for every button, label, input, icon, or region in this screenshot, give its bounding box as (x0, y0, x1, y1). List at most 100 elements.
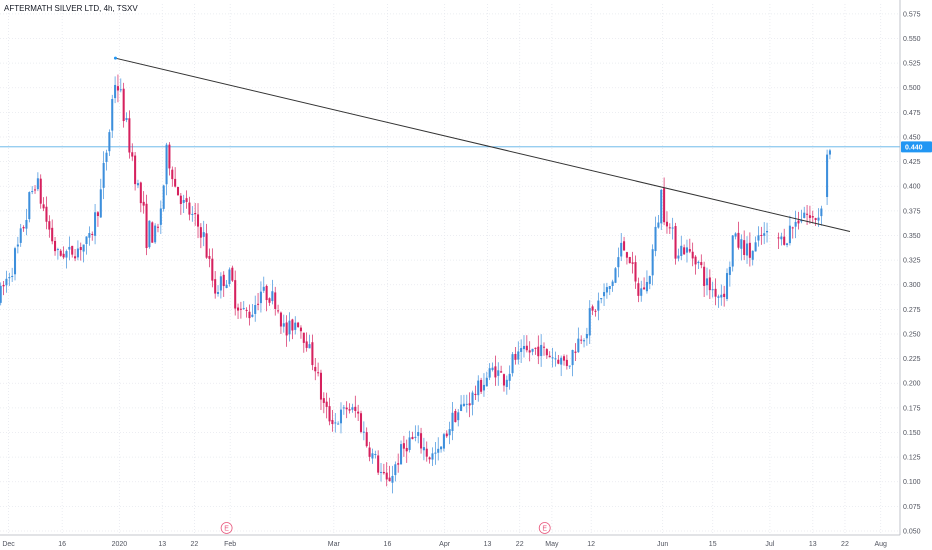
candle-body (420, 433, 423, 449)
candle-body (282, 323, 285, 327)
candle-body (625, 252, 628, 258)
candle-body (780, 236, 783, 240)
candle-body (674, 226, 677, 259)
candle-body (777, 237, 780, 239)
candle-body (59, 250, 62, 256)
y-tick-label: 0.375 (903, 208, 921, 215)
descending-trendline (115, 57, 851, 233)
candle-body (425, 448, 428, 457)
candle-body (291, 319, 294, 331)
x-tick-label: Aug (874, 541, 887, 548)
candle-body (56, 249, 59, 251)
candle-body (608, 285, 611, 290)
candle-body (482, 384, 485, 391)
candle-body (708, 277, 711, 291)
candle-body (13, 248, 17, 275)
candle-body (637, 283, 640, 296)
candle-body (545, 349, 548, 356)
y-tick-label: 0.075 (903, 504, 921, 511)
candle-body (525, 345, 528, 351)
candle-body (151, 222, 154, 243)
candle-body (668, 227, 671, 229)
candle-body (505, 379, 508, 387)
candle-body (71, 245, 74, 255)
candle-body (211, 258, 214, 281)
candle-body (0, 285, 2, 303)
y-tick-label: 0.425 (903, 159, 921, 166)
candle-body (268, 298, 271, 303)
candle-body (534, 347, 537, 349)
candle-body (74, 256, 77, 259)
candle-body (22, 227, 25, 229)
candle-body (82, 244, 85, 252)
candles (0, 74, 831, 494)
x-tick-label: 12 (587, 541, 595, 548)
candle-body (351, 407, 354, 410)
candle-body (685, 247, 689, 253)
candle-body (414, 436, 417, 438)
candle-body (222, 274, 225, 287)
y-tick-label: 0.300 (903, 282, 921, 289)
earnings-marker-label: E (224, 526, 229, 533)
candle-body (737, 232, 740, 248)
trendline-anchor (113, 56, 117, 60)
candle-body (85, 236, 88, 244)
candle-body (465, 403, 468, 405)
candle-body (16, 244, 19, 247)
candle-body (28, 192, 31, 220)
candle-body (797, 220, 800, 224)
y-tick-label: 0.550 (903, 36, 921, 43)
candle-body (623, 241, 626, 251)
candle-body (128, 118, 131, 153)
candle-body (388, 477, 391, 482)
candle-body (760, 234, 763, 236)
candle-body (617, 257, 620, 268)
candle-body (691, 251, 694, 259)
candle-body (697, 261, 700, 264)
y-tick-label: 0.275 (903, 307, 921, 314)
candle-body (654, 226, 657, 252)
candle-body (620, 242, 623, 257)
candle-body (520, 348, 523, 352)
candle-body (703, 266, 706, 286)
candle-body (485, 377, 488, 387)
candle-body (311, 342, 314, 366)
candle-body (663, 188, 666, 223)
candle-body (565, 359, 568, 366)
candle-body (468, 403, 471, 406)
candle-body (803, 212, 806, 219)
candle-body (142, 201, 145, 206)
candle-body (302, 332, 305, 343)
time-axis[interactable]: Dec 16 2020 13 22 Feb Mar 16 Apr 13 22 May 12 Jun 15 Ju… (0, 534, 900, 548)
candle-body (374, 453, 377, 455)
candle-body (460, 404, 463, 412)
candle-body (328, 406, 331, 422)
candle-body (437, 448, 440, 453)
earnings-marker (220, 522, 233, 534)
candle-body (522, 346, 526, 350)
candle-body (560, 357, 563, 365)
candle-body (176, 186, 180, 196)
candle-body (671, 227, 674, 229)
candle-body (297, 322, 300, 328)
candle-body (162, 185, 165, 209)
x-tick-label: Feb (224, 541, 236, 548)
y-tick-label: 0.050 (903, 529, 921, 536)
candle-body (357, 411, 360, 414)
candle-body (745, 243, 749, 256)
candle-body (214, 279, 217, 294)
candle-body (219, 276, 222, 291)
candle-body (583, 340, 586, 342)
candle-body (634, 262, 637, 282)
price-axis[interactable]: 0.575 0.550 0.525 0.500 0.475 0.450 0.425 0.400… (899, 0, 932, 536)
candle-body (202, 232, 205, 237)
candle-body (122, 88, 125, 122)
candle-body (5, 278, 8, 286)
y-tick-label: 0.350 (903, 233, 921, 240)
candle-body (477, 380, 480, 396)
x-tick-label: Jul (765, 541, 774, 548)
trendline (113, 56, 851, 233)
candle-body (168, 144, 171, 169)
